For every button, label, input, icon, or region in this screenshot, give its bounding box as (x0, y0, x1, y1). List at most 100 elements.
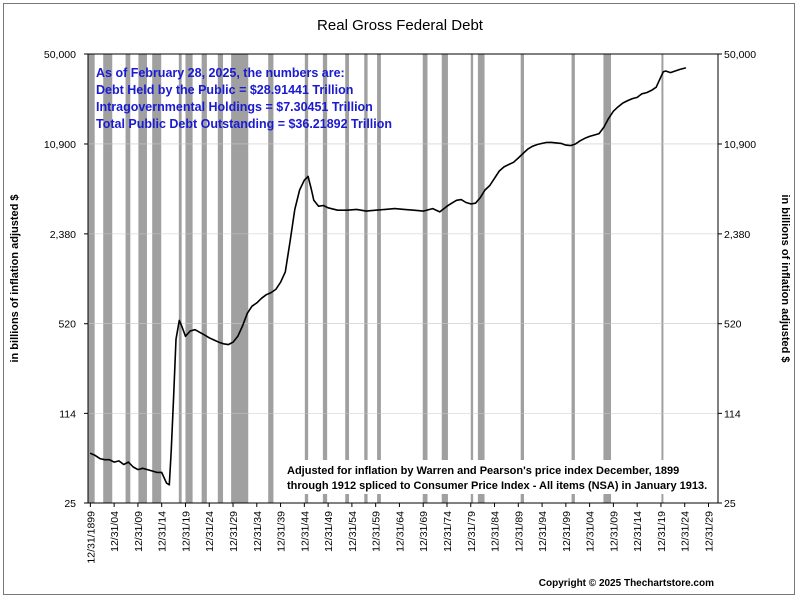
data-point (337, 209, 339, 211)
data-point (104, 459, 106, 461)
x-tick-label: 12/31/29 (703, 511, 715, 552)
recession-bar-23 (661, 54, 664, 503)
data-point (494, 177, 495, 179)
data-point (570, 145, 572, 147)
data-point (265, 294, 267, 296)
data-point (603, 126, 605, 128)
x-tick-label: 12/31/34 (252, 511, 264, 552)
x-ticks: 12/31/1899 12/31/04 12/31/09 12/31/14 12/31/… (85, 503, 715, 564)
data-point (322, 205, 324, 206)
grid-layer (88, 143, 718, 414)
data-point (560, 142, 562, 144)
x-tick-label: 12/31/74 (442, 511, 454, 552)
recession-bar-16 (422, 54, 428, 503)
data-point (284, 271, 286, 273)
x-tick-label: 12/31/19 (656, 511, 668, 552)
data-point (137, 469, 139, 471)
data-point (275, 288, 277, 290)
info-line-intragovernmental: Intragovernmental Holdings = $7.30451 Tr… (96, 100, 373, 114)
data-point (422, 210, 424, 212)
data-point (546, 141, 548, 143)
recession-bar-15 (377, 54, 381, 503)
x-tick-label: 12/31/94 (537, 511, 549, 552)
note-box: Adjusted for inflation by Warren and Pea… (282, 460, 714, 494)
data-point (311, 189, 312, 191)
recession-bar-19 (477, 54, 485, 503)
data-point (612, 110, 614, 112)
data-point (665, 70, 667, 72)
data-point (674, 70, 676, 72)
x-tick-label: 12/31/89 (513, 511, 525, 552)
x-tick-label: 12/31/49 (323, 511, 335, 552)
y-tick-label-right: 50,000 (724, 49, 756, 61)
data-point (555, 142, 557, 144)
note-background (282, 460, 714, 494)
data-point (161, 471, 163, 473)
data-point (375, 209, 377, 211)
data-point (181, 325, 183, 327)
data-point (208, 337, 210, 339)
y-tick-label-right: 520 (724, 319, 742, 331)
recession-bar-12 (322, 54, 328, 503)
y-tick-label-right: 10,900 (724, 139, 756, 151)
note-line-2: through 1912 spliced to Consumer Price I… (287, 480, 707, 492)
data-point (178, 319, 180, 321)
x-tick-label: 12/31/64 (394, 511, 406, 552)
data-point (199, 331, 201, 333)
recession-layer (88, 54, 664, 503)
recession-bar-11 (304, 54, 309, 503)
data-point (541, 142, 543, 144)
data-point (261, 297, 262, 299)
y-axis-label-right: in billions of inflation adjusted $ (779, 194, 791, 362)
data-point (313, 199, 315, 201)
data-point (294, 208, 296, 210)
x-tick-label: 12/31/69 (418, 511, 430, 552)
x-tick-label: 12/31/1899 (85, 511, 97, 564)
data-point (185, 335, 186, 337)
data-point (432, 208, 434, 210)
data-point (670, 72, 671, 74)
data-point (218, 341, 220, 343)
y-tick-label-right: 114 (724, 408, 741, 420)
x-tick-label: 12/31/14 (157, 511, 169, 552)
data-point (532, 145, 534, 147)
data-point (456, 199, 457, 201)
data-point (598, 133, 600, 135)
data-point (204, 334, 205, 336)
data-point (565, 144, 567, 146)
recession-bar-8 (217, 54, 224, 503)
y-tick-label-left: 2,380 (50, 229, 76, 241)
x-tick-label: 12/31/99 (561, 511, 573, 552)
data-point (584, 137, 586, 139)
recession-bar-0 (88, 54, 95, 503)
data-point (394, 208, 396, 210)
data-point (636, 96, 638, 98)
data-point (608, 117, 610, 119)
series-layer (89, 67, 687, 486)
data-point (156, 471, 158, 473)
data-point (127, 461, 129, 463)
data-point (593, 134, 595, 136)
data-point (303, 179, 305, 181)
data-point (631, 98, 633, 100)
recession-bar-14 (364, 54, 368, 503)
data-point (170, 450, 172, 452)
info-line-total-debt: Total Public Debt Outstanding = $36.2189… (96, 117, 392, 131)
data-point (299, 189, 301, 191)
data-point (213, 339, 215, 341)
recession-bar-10 (268, 54, 274, 503)
data-point (484, 189, 486, 191)
data-point (223, 343, 224, 345)
y-ticks-left: 25 114 520 2,380 10,900 50,000 (44, 49, 88, 510)
recession-bar-6 (185, 54, 193, 503)
data-point (327, 207, 329, 209)
data-point (246, 312, 248, 314)
data-point (655, 86, 657, 88)
x-tick-label: 12/31/59 (371, 511, 383, 552)
plot-area (87, 53, 719, 504)
y-tick-label-left: 114 (59, 408, 76, 420)
data-point (646, 92, 648, 94)
data-point (142, 467, 144, 469)
data-point (662, 71, 664, 73)
recession-bar-21 (571, 54, 575, 503)
